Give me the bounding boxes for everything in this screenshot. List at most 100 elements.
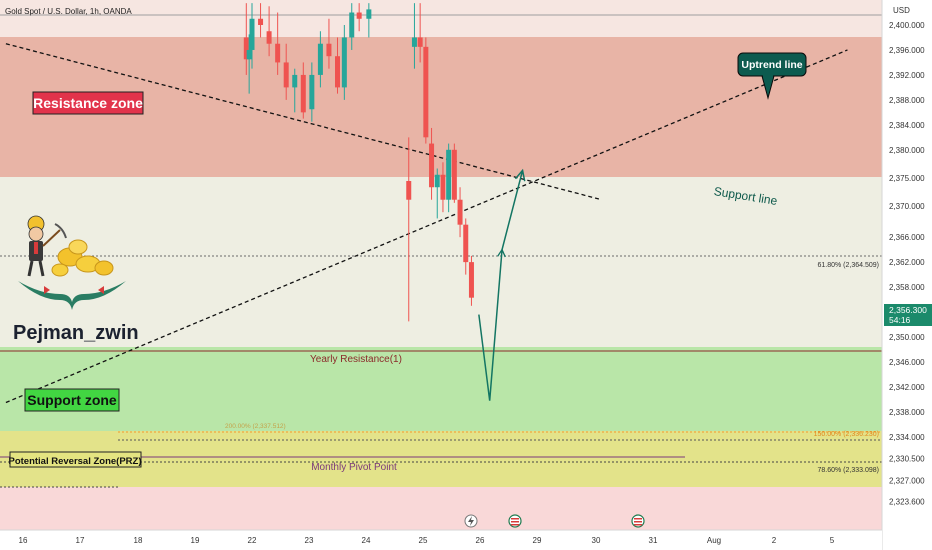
symbol-title: Gold Spot / U.S. Dollar, 1h, OANDA [5,7,132,16]
fib-200-label: 200.00% (2,337.512) [225,423,286,430]
candle-body[interactable] [258,18,264,25]
resistance-zone-band [0,37,882,177]
candle-body[interactable] [406,181,412,200]
candle-body[interactable] [317,43,323,75]
projection-mid-arrowhead [497,248,506,258]
gold-pile-icon [51,239,114,277]
candle-body[interactable] [451,149,457,200]
price-tick-label: 2,370.000 [889,202,925,211]
candles[interactable] [243,3,474,322]
candle-body[interactable] [300,74,306,113]
flash-event-icon[interactable] [464,514,478,528]
fib-618-label: 61.80% (2,364.509) [818,262,880,269]
monthly-pivot-label: Monthly Pivot Point [311,462,397,473]
candle-body[interactable] [283,62,289,88]
resistance-zone-label-box[interactable] [32,91,144,115]
upper-band [0,0,882,38]
projection-line[interactable] [478,170,524,401]
time-tick-label: 5 [830,536,835,545]
candle-body[interactable] [440,174,446,200]
candle-body[interactable] [266,31,272,44]
time-tick-label: 16 [19,536,28,545]
time-tick-label: 23 [305,536,314,545]
candle-body[interactable] [446,149,452,200]
author-name: Pejman_zwin [13,322,139,344]
countdown: 54:16 [889,315,911,325]
logo-right-marker-icon [98,286,104,294]
miner-figure-icon [27,215,67,277]
uptrend-line[interactable] [5,49,848,404]
price-tick-label: 2,375.000 [889,174,925,183]
prz-label: Potential Reversal Zone(PRZ) [8,456,141,467]
uptrend-label: Uptrend line [741,59,802,71]
middle-band [0,177,882,347]
price-tick-label: 2,396.000 [889,46,925,55]
price-tick-label: 2,323.600 [889,498,925,507]
time-tick-label: 2 [772,536,777,545]
candle-body[interactable] [246,49,252,60]
candle-body[interactable] [429,143,435,188]
time-tick-label: 29 [533,536,542,545]
candle-body[interactable] [468,262,474,298]
projection-arrowhead [514,168,526,182]
candle-body[interactable] [243,37,249,60]
time-tick-label: 24 [362,536,371,545]
candle-body[interactable] [349,12,355,38]
resistance-zone-label: Resistance zone [33,95,143,111]
projection-path[interactable] [478,168,526,401]
price-tick-label: 2,400.000 [889,21,925,30]
candle-body[interactable] [309,74,315,110]
time-tick-label: Aug [707,536,721,545]
support-line[interactable] [5,43,602,201]
time-tick-label: 30 [592,536,601,545]
price-axis[interactable] [882,0,932,550]
trendlines[interactable] [5,43,848,404]
last-price-badge[interactable] [884,304,932,326]
time-tick-label: 26 [476,536,485,545]
price-tick-label: 2,327.000 [889,477,925,486]
candle-body[interactable] [292,74,298,88]
candle-body[interactable] [411,37,417,47]
time-axis[interactable] [0,530,882,550]
price-tick-label: 2,380.000 [889,146,925,155]
price-tick-label: 2,388.000 [889,96,925,105]
time-tick-label: 31 [649,536,658,545]
us-flag-event-icon-2[interactable] [631,514,645,528]
price-tick-label: 2,342.000 [889,383,925,392]
price-tick-label: 2,392.000 [889,71,925,80]
support-zone-label-box[interactable] [24,388,120,412]
price-tick-label: 2,346.000 [889,358,925,367]
last-price: 2,356.300 [889,305,927,315]
price-tick-label: 2,362.000 [889,258,925,267]
price-tick-label: 2,330.500 [889,455,925,464]
prz-label-box[interactable] [9,451,142,468]
candle-body[interactable] [341,37,347,88]
fib-150-label: 150.00% (2,336.230) [814,431,879,438]
candle-body[interactable] [366,9,372,19]
time-tick-label: 25 [419,536,428,545]
candle-body[interactable] [463,224,469,263]
support-zone-label: Support zone [27,392,117,408]
yearly-resistance-label: Yearly Resistance(1) [310,354,402,365]
candle-body[interactable] [326,43,332,57]
time-tick-label: 17 [76,536,85,545]
price-tick-label: 2,338.000 [889,408,925,417]
candle-body[interactable] [434,174,440,188]
candle-body[interactable] [457,199,463,225]
candle-body[interactable] [356,12,362,19]
candle-body[interactable] [249,18,255,50]
candle-body[interactable] [423,46,429,138]
author-logo: Pejman_zwin [13,215,139,344]
currency-label: USD [893,6,910,15]
time-axis-ticks: 16 17 18 19 22 23 24 25 26 29 30 31 Aug 2 5 [19,536,835,545]
fib-786-label: 78.60% (2,333.098) [818,467,880,474]
candle-body[interactable] [417,37,423,47]
candle-body[interactable] [275,43,281,63]
logo-left-marker-icon [44,286,50,294]
time-tick-label: 18 [134,536,143,545]
us-flag-event-icon[interactable] [508,514,522,528]
bottom-band [0,487,882,530]
candle-body[interactable] [335,56,340,88]
